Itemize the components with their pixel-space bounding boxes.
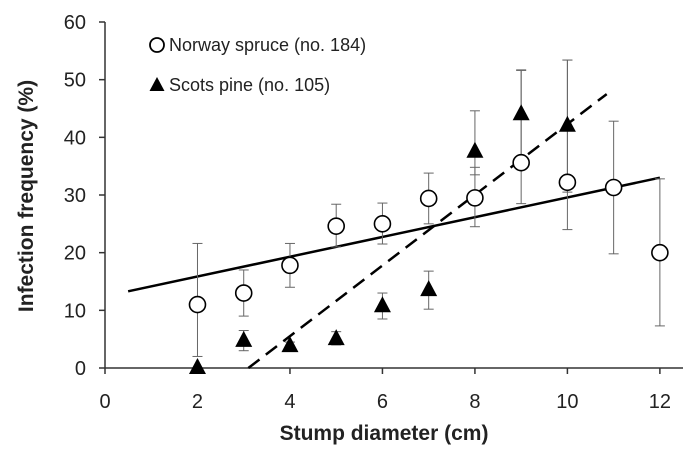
x-tick-label: 6 bbox=[377, 391, 388, 413]
data-point-norway-spruce bbox=[327, 217, 346, 235]
data-point-norway-spruce bbox=[558, 173, 577, 192]
data-point-norway-spruce bbox=[419, 189, 438, 208]
y-tick-label: 20 bbox=[64, 243, 86, 265]
data-point-norway-spruce bbox=[373, 215, 392, 233]
data-point-scots-pine bbox=[512, 104, 530, 121]
legend-open-circle-icon bbox=[149, 37, 165, 53]
data-point-scots-pine bbox=[420, 280, 438, 297]
data-point-scots-pine bbox=[235, 330, 253, 347]
trend-line-series-0 bbox=[127, 176, 661, 293]
x-tick-label: 10 bbox=[556, 391, 578, 413]
y-axis-title: Infection frequency (%) bbox=[15, 80, 38, 312]
data-point-norway-spruce bbox=[651, 243, 669, 262]
legend-item-norway-spruce: Norway spruce (no. 184) bbox=[149, 35, 366, 55]
y-tick-label: 30 bbox=[64, 185, 86, 207]
data-point-norway-spruce bbox=[188, 295, 207, 314]
data-point-scots-pine bbox=[558, 115, 576, 132]
y-tick-label: 60 bbox=[64, 12, 86, 34]
data-point-norway-spruce bbox=[466, 189, 484, 207]
data-point-scots-pine bbox=[188, 358, 206, 374]
x-axis-title: Stump diameter (cm) bbox=[280, 422, 489, 445]
data-point-scots-pine bbox=[373, 296, 391, 313]
data-point-norway-spruce bbox=[512, 153, 530, 172]
trend-lines bbox=[127, 93, 661, 369]
y-tick-label: 0 bbox=[75, 358, 86, 380]
x-tick-label: 12 bbox=[649, 391, 671, 413]
legend-item-scots-pine: Scots pine (no. 105) bbox=[149, 75, 330, 95]
legend-filled-triangle-icon bbox=[149, 77, 165, 91]
y-tick-label: 40 bbox=[64, 127, 86, 149]
x-tick-label: 0 bbox=[99, 391, 110, 413]
x-tick-label: 8 bbox=[469, 391, 480, 413]
data-markers bbox=[188, 104, 669, 374]
data-point-scots-pine bbox=[466, 141, 484, 158]
data-point-scots-pine bbox=[281, 336, 299, 353]
legend-label-norway-spruce: Norway spruce (no. 184) bbox=[169, 35, 366, 55]
x-tick-label: 2 bbox=[192, 391, 203, 413]
trend-line-series-1 bbox=[247, 93, 608, 369]
data-point-norway-spruce bbox=[604, 178, 623, 197]
y-tick-label: 10 bbox=[64, 300, 86, 322]
data-point-scots-pine bbox=[327, 329, 345, 346]
y-tick-label: 50 bbox=[64, 70, 86, 92]
legend-label-scots-pine: Scots pine (no. 105) bbox=[169, 75, 330, 95]
data-point-norway-spruce bbox=[234, 284, 253, 302]
legend: Norway spruce (no. 184) Scots pine (no. … bbox=[149, 35, 366, 95]
error-bars bbox=[192, 59, 665, 357]
x-tick-label: 4 bbox=[284, 391, 295, 413]
data-point-norway-spruce bbox=[281, 256, 299, 275]
tick-labels: 0 2 4 6 8 10 12 0 10 20 30 40 50 60 bbox=[64, 12, 671, 413]
